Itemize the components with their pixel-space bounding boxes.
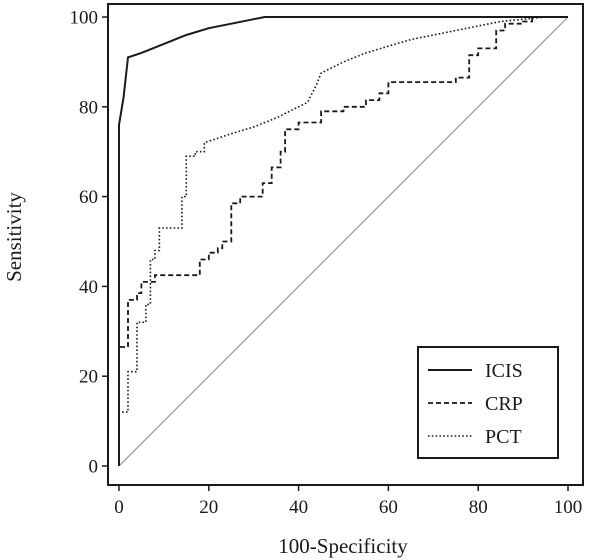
legend-label-crp: CRP — [485, 393, 523, 415]
y-tick-label: 80 — [79, 97, 98, 118]
y-axis-label: Sensitivity — [2, 192, 26, 282]
reference-diagonal-line — [118, 16, 569, 467]
y-tick-label: 40 — [79, 277, 98, 298]
legend: ICIS CRP PCT — [417, 346, 559, 459]
y-tick-label: 0 — [89, 457, 99, 478]
plot-frame — [107, 3, 584, 486]
legend-label-pct: PCT — [485, 426, 522, 448]
legend-label-icis: ICIS — [485, 360, 523, 382]
y-tick-label: 20 — [79, 367, 98, 388]
x-tick-label: 0 — [114, 497, 124, 518]
series-line-pct — [118, 16, 568, 466]
x-tick-label: 40 — [289, 497, 308, 518]
x-tick-label: 60 — [379, 497, 398, 518]
x-axis-label: 100-Specificity — [278, 534, 408, 558]
y-tick-label: 100 — [70, 8, 99, 29]
series-line-icis — [118, 16, 568, 466]
series-line-crp — [118, 16, 568, 466]
x-tick-label: 20 — [199, 497, 218, 518]
x-tick-label: 100 — [554, 497, 583, 518]
axis-ticks: 0 20 40 60 80 100 0 20 40 60 80 100 — [70, 8, 583, 519]
x-tick-label: 80 — [469, 497, 488, 518]
y-tick-label: 60 — [79, 187, 98, 208]
legend-box — [417, 346, 559, 459]
plot-area — [107, 3, 584, 486]
